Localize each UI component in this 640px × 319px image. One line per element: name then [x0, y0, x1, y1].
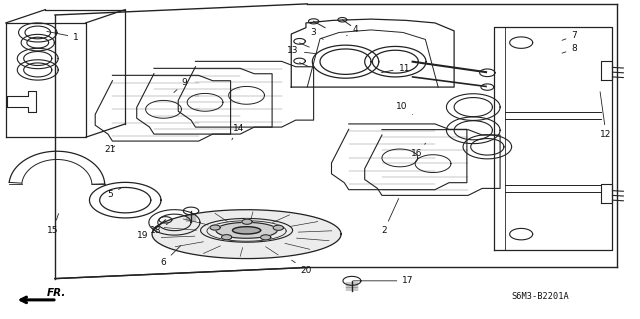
- Text: 20: 20: [292, 260, 312, 275]
- Text: 21: 21: [105, 145, 116, 154]
- Text: 6: 6: [161, 246, 180, 267]
- Text: 4: 4: [347, 26, 358, 36]
- Text: 5: 5: [108, 188, 121, 199]
- Text: 3: 3: [311, 28, 323, 40]
- Polygon shape: [221, 235, 232, 240]
- Text: FR.: FR.: [47, 288, 66, 298]
- Text: 2: 2: [381, 198, 399, 235]
- Text: 7: 7: [562, 31, 577, 40]
- Text: 8: 8: [562, 44, 577, 54]
- Text: 15: 15: [47, 214, 59, 234]
- Text: 18: 18: [150, 224, 168, 234]
- Polygon shape: [260, 235, 271, 240]
- Text: 10: 10: [396, 102, 413, 115]
- Polygon shape: [216, 222, 277, 238]
- Text: 16: 16: [412, 143, 426, 158]
- Text: 11: 11: [381, 63, 410, 72]
- Text: 13: 13: [287, 46, 316, 56]
- Polygon shape: [273, 225, 284, 230]
- Text: 9: 9: [174, 78, 188, 93]
- Text: 1: 1: [47, 31, 79, 42]
- Polygon shape: [242, 219, 252, 224]
- Text: S6M3-B2201A: S6M3-B2201A: [511, 292, 569, 301]
- Polygon shape: [152, 210, 341, 259]
- Text: 12: 12: [600, 92, 612, 139]
- Text: 17: 17: [353, 276, 414, 285]
- Text: 19: 19: [137, 222, 163, 240]
- Text: 14: 14: [232, 124, 244, 140]
- Polygon shape: [210, 225, 220, 230]
- Polygon shape: [232, 227, 260, 234]
